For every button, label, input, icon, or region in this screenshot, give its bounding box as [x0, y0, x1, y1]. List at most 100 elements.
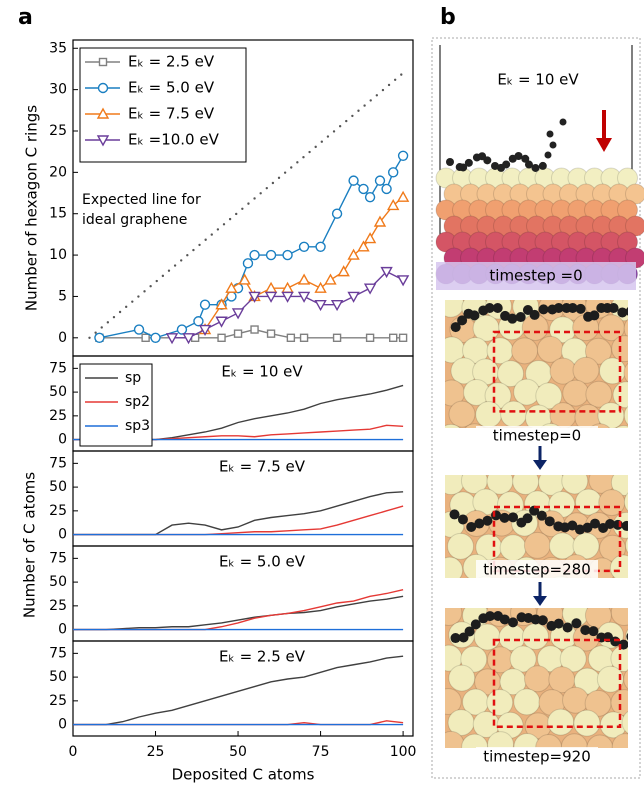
carbon [482, 515, 493, 526]
arrow-head [596, 138, 612, 152]
atom [596, 665, 624, 693]
carbon [580, 625, 591, 636]
atom [449, 447, 475, 473]
marker [198, 324, 212, 336]
legend-marker [98, 57, 108, 67]
marker [357, 240, 370, 252]
carbon [538, 304, 549, 315]
y-tick-label: 50 [49, 574, 67, 590]
carbon [617, 307, 628, 318]
marker [330, 300, 344, 312]
carbon [470, 619, 481, 630]
x-tick-label: 25 [147, 744, 165, 760]
atom [600, 753, 626, 779]
y-tick-label: 35 [49, 40, 67, 56]
legend-marker [96, 135, 110, 147]
carbon [605, 519, 616, 530]
carbon [491, 510, 502, 521]
carbon [562, 622, 573, 633]
carbon [536, 510, 547, 521]
marker [381, 183, 392, 195]
legend-box [79, 47, 247, 163]
highlight-box [492, 330, 622, 413]
marker [347, 248, 360, 260]
marker [215, 298, 228, 310]
frame-label: timestep=920 [483, 748, 591, 766]
atom [513, 378, 541, 406]
marker [365, 333, 375, 343]
marker [94, 332, 105, 344]
carbon [531, 163, 540, 172]
carbon [567, 520, 578, 531]
carbon [574, 524, 585, 535]
marker [363, 232, 377, 244]
atom [497, 360, 525, 388]
atom [624, 580, 644, 606]
y-tick-label: 25 [49, 693, 67, 709]
carbon [450, 322, 461, 333]
md-frame [445, 608, 628, 779]
marker [331, 208, 343, 219]
marker [298, 241, 310, 253]
label-bg [476, 560, 598, 580]
atom [445, 556, 464, 578]
carbon [582, 522, 593, 533]
marker [314, 281, 327, 293]
atom [623, 362, 628, 383]
carbon [491, 161, 500, 170]
x-axis-label: Deposited C atoms [172, 766, 315, 784]
atom [478, 575, 494, 578]
atom [550, 447, 576, 473]
atom [561, 475, 589, 495]
legend-label: Eₖ = 5.0 eV [128, 79, 215, 97]
annotation: Expected line for [82, 192, 201, 208]
atom [498, 447, 524, 473]
carbon [508, 512, 519, 523]
y-tick-label: 75 [49, 645, 67, 661]
carbon [553, 618, 564, 629]
panel-label: b [440, 5, 456, 30]
marker [264, 291, 278, 303]
marker [176, 324, 188, 335]
x-tick-label: 50 [229, 744, 247, 760]
carbon [485, 611, 496, 622]
carbon [449, 509, 460, 520]
y-tick-label: 30 [49, 82, 67, 98]
atom [445, 475, 465, 496]
atom [574, 488, 602, 516]
plot-frame [72, 640, 414, 737]
marker [297, 291, 311, 303]
legend-label: Eₖ =10.0 eV [128, 131, 220, 149]
atom [611, 733, 628, 748]
carbon [530, 614, 541, 625]
marker [231, 308, 245, 320]
carbon [634, 314, 644, 324]
atom [572, 532, 600, 560]
carbon [529, 309, 540, 320]
atom [598, 357, 626, 385]
series-line [73, 491, 404, 536]
marker [332, 333, 342, 343]
atom [513, 688, 541, 716]
series-line [73, 595, 404, 631]
carbon [499, 512, 510, 523]
series-line [73, 589, 404, 631]
marker [324, 273, 337, 285]
atom [511, 337, 539, 365]
carbon [521, 154, 530, 163]
subplot-title: Eₖ = 7.5 eV [219, 458, 306, 476]
legend-label: sp [125, 370, 141, 386]
y-tick-label: 0 [58, 527, 67, 543]
marker [193, 316, 204, 327]
carbon [474, 518, 485, 529]
marker [363, 283, 377, 295]
y-tick-label: 0 [58, 622, 67, 638]
marker [282, 249, 293, 261]
atom [448, 400, 476, 428]
carbon [625, 307, 628, 316]
atom [445, 423, 461, 428]
carbon [524, 160, 533, 169]
carbon [492, 303, 503, 313]
atom [547, 708, 575, 736]
atom [445, 608, 463, 626]
